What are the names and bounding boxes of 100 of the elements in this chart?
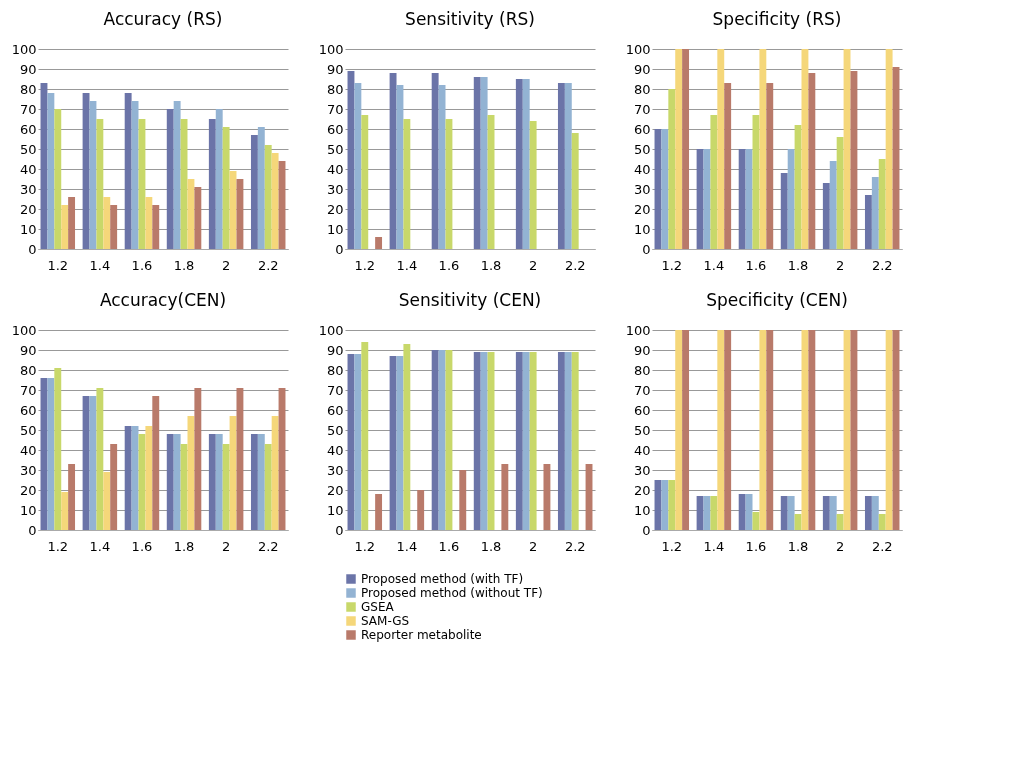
- y-tick-label: 30: [19, 181, 37, 197]
- bar: [222, 444, 230, 530]
- bar: [47, 93, 55, 249]
- bar: [473, 352, 481, 530]
- bar: [864, 496, 872, 530]
- y-tick-label: 70: [19, 101, 37, 117]
- x-tick-label: 2.2: [871, 538, 893, 554]
- y-tick-label: 20: [19, 482, 37, 498]
- bar: [787, 149, 795, 249]
- bar: [257, 127, 265, 249]
- chart-title: Sensitivity (RS): [405, 9, 535, 29]
- x-tick-label: 1.6: [745, 257, 767, 273]
- bar: [822, 496, 830, 530]
- bar: [745, 149, 753, 249]
- y-tick-label: 80: [633, 81, 651, 97]
- bar: [738, 494, 746, 530]
- bar: [152, 396, 160, 530]
- x-tick-label: 1.2: [661, 538, 683, 554]
- chart-title: Specificity (CEN): [706, 290, 848, 310]
- bar: [522, 79, 530, 249]
- bar: [480, 352, 488, 530]
- bar: [417, 490, 425, 530]
- bar: [124, 426, 132, 530]
- y-tick-label: 0: [335, 241, 344, 257]
- bar: [878, 159, 886, 249]
- x-tick-label: 2: [528, 538, 538, 554]
- bar: [403, 119, 411, 249]
- x-tick-label: 2.2: [871, 257, 893, 273]
- bar: [850, 71, 858, 249]
- y-tick-label: 10: [633, 502, 651, 518]
- y-tick-label: 70: [633, 382, 651, 398]
- bar: [766, 330, 774, 530]
- bar: [354, 354, 362, 530]
- x-tick-label: 1.8: [480, 538, 502, 554]
- y-tick-label: 20: [326, 201, 344, 217]
- y-tick-label: 50: [633, 422, 651, 438]
- bar: [724, 330, 732, 530]
- bar: [724, 83, 732, 249]
- bar: [375, 237, 383, 249]
- bar: [571, 133, 579, 249]
- y-tick-label: 100: [318, 322, 344, 338]
- x-tick-label: 1.2: [354, 538, 376, 554]
- y-tick-label: 50: [633, 141, 651, 157]
- x-tick-label: 1.2: [354, 257, 376, 273]
- bar: [431, 73, 439, 249]
- chart-title: Specificity (RS): [712, 9, 842, 29]
- y-tick-label: 60: [633, 402, 651, 418]
- y-tick-label: 30: [633, 181, 651, 197]
- bar: [354, 83, 362, 249]
- bar: [208, 434, 216, 530]
- bar: [801, 49, 809, 249]
- chart-title: Accuracy (RS): [103, 9, 223, 29]
- y-tick-label: 10: [19, 502, 37, 518]
- bar: [389, 73, 397, 249]
- y-tick-label: 90: [19, 342, 37, 358]
- bar: [745, 494, 753, 530]
- bar: [61, 205, 69, 249]
- y-tick-label: 10: [633, 221, 651, 237]
- y-tick-label: 10: [326, 221, 344, 237]
- bar: [68, 464, 76, 530]
- bar: [47, 378, 55, 530]
- y-tick-label: 80: [326, 81, 344, 97]
- y-tick-label: 40: [19, 161, 37, 177]
- y-tick-label: 70: [326, 101, 344, 117]
- bar: [822, 183, 830, 249]
- bar: [361, 115, 369, 249]
- bar: [403, 344, 411, 530]
- bar: [836, 137, 844, 249]
- x-tick-label: 1.2: [47, 538, 69, 554]
- bar: [54, 368, 62, 530]
- chart-title: Accuracy(CEN): [99, 290, 227, 310]
- x-tick-label: 1.8: [173, 538, 195, 554]
- x-tick-label: 1.8: [173, 257, 195, 273]
- y-tick-label: 40: [633, 442, 651, 458]
- bar: [717, 330, 725, 530]
- bar: [145, 197, 153, 249]
- x-tick-label: 2: [835, 257, 845, 273]
- bar: [850, 330, 858, 530]
- bar: [529, 352, 537, 530]
- bar: [96, 388, 104, 530]
- chart-title: Sensitivity (CEN): [398, 290, 542, 310]
- x-tick-label: 2.2: [257, 257, 279, 273]
- y-tick-label: 40: [19, 442, 37, 458]
- bar: [110, 444, 118, 530]
- y-tick-label: 90: [19, 61, 37, 77]
- bar: [187, 416, 195, 530]
- x-tick-label: 1.4: [703, 538, 725, 554]
- bar: [780, 173, 788, 249]
- y-tick-label: 100: [318, 41, 344, 57]
- bar: [166, 109, 174, 249]
- bar: [661, 480, 669, 530]
- bar: [194, 388, 202, 530]
- x-tick-label: 2.2: [564, 257, 586, 273]
- bar: [696, 149, 704, 249]
- legend-label: Proposed method (with TF): [361, 572, 524, 586]
- bar: [459, 470, 467, 530]
- bar: [480, 77, 488, 249]
- x-tick-label: 2.2: [257, 538, 279, 554]
- bar: [759, 330, 767, 530]
- bar: [236, 388, 244, 530]
